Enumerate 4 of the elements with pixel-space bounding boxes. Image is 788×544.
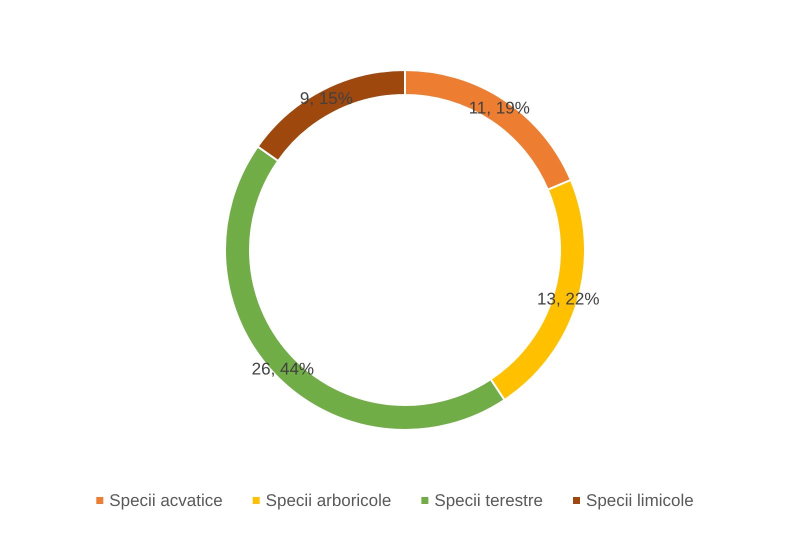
legend-label: Specii arboricole: [266, 491, 392, 510]
legend-label: Specii terestre: [434, 491, 544, 510]
legend-label: Specii acvatice: [109, 491, 223, 510]
legend-label: Specii limicole: [586, 491, 694, 510]
